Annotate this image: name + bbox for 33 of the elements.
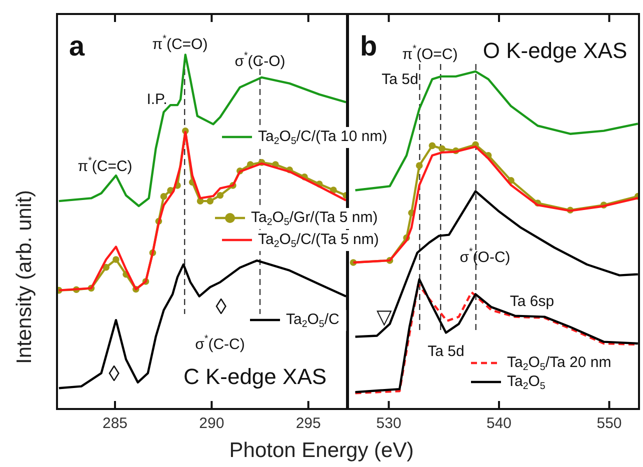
text: π*(C=O) xyxy=(152,33,208,54)
x-tick-label: 530 xyxy=(376,415,402,432)
point xyxy=(102,264,110,271)
annotation: Ta 6sp xyxy=(510,293,554,310)
annotation: Ta 5d xyxy=(428,343,464,360)
annotation: ◊ xyxy=(108,361,120,386)
annotation: I.P. xyxy=(146,91,168,108)
annotation: π*(C=C) xyxy=(78,155,132,176)
point xyxy=(216,192,224,199)
point xyxy=(160,193,168,200)
annotation: ◊ xyxy=(216,294,227,320)
annotation: σ*(O-C) xyxy=(460,246,510,266)
x-axis-title: Photon Energy (eV) xyxy=(228,439,415,463)
annotation: σ*(C-O) xyxy=(234,50,286,70)
annotation: ▽ xyxy=(376,306,392,329)
annotation: C K-edge XAS xyxy=(183,364,327,390)
text: π*(O=C) xyxy=(402,43,458,64)
chart-title: a xyxy=(69,30,85,62)
point xyxy=(416,162,423,169)
x-tick-label: 295 xyxy=(296,415,321,432)
x-tick-label: 550 xyxy=(596,415,622,432)
text: O K-edge XAS xyxy=(482,38,628,64)
point xyxy=(428,142,436,150)
annotation: Ta 5d xyxy=(382,71,418,88)
x-tick-label: 285 xyxy=(102,415,128,432)
x-tick-label: 290 xyxy=(199,415,224,432)
point xyxy=(438,145,446,152)
annotation: σ*(C-C) xyxy=(195,333,245,354)
x-tick-label: 540 xyxy=(486,415,512,432)
y-axis-title: Intensity (arb. unit) xyxy=(13,189,37,366)
point xyxy=(206,198,214,204)
chart-title: b xyxy=(360,30,378,62)
point xyxy=(112,256,120,263)
